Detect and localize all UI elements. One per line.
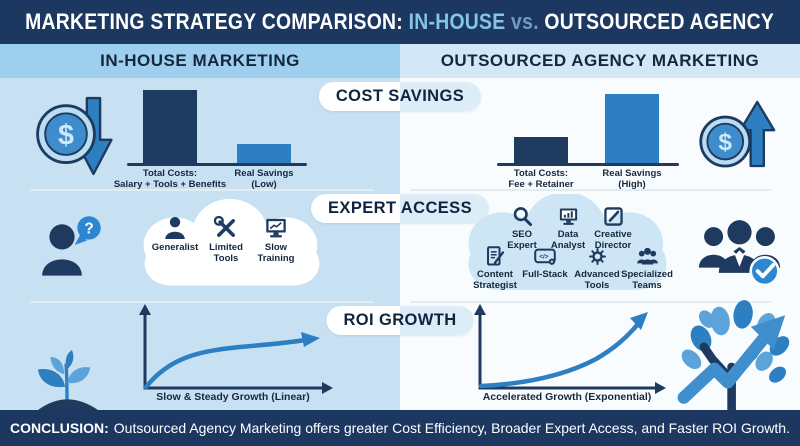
cloud-item-label: Generalist	[151, 242, 199, 253]
cloud-item-label: Full-Stack	[522, 269, 568, 280]
conclusion-text: Outsourced Agency Marketing offers great…	[113, 420, 790, 436]
cloud-item-label: SEO Expert	[507, 229, 537, 251]
cloud-shape	[468, 194, 667, 290]
cloud-item-label: Data Analyst	[550, 229, 586, 251]
team-checkmark-icon	[698, 220, 781, 287]
section-pill-roi-growth: ROI GROWTH	[326, 306, 474, 335]
bar-real-savings-agency	[605, 94, 659, 163]
cloud-item-slow-training: Slow Training	[246, 215, 306, 264]
magnifier-icon	[511, 204, 534, 228]
bar-label: Total Costs: Fee + Retainer	[508, 168, 574, 191]
roi-caption-agency: Accelerated Growth (Exponential)	[482, 391, 652, 403]
roi-caption-inhouse: Slow & Steady Growth (Linear)	[156, 391, 310, 403]
column-header-outsourced: OUTSOURCED AGENCY MARKETING	[400, 44, 800, 78]
plant-sprout-icon	[37, 349, 98, 410]
inhouse-header-label: IN-HOUSE MARKETING	[100, 51, 300, 70]
document-pencil-icon	[484, 244, 507, 268]
title-highlight: IN-HOUSE	[409, 9, 506, 34]
people-icon	[635, 244, 660, 268]
bar-label: Real Savings (Low)	[234, 168, 294, 191]
cloud-item-label: Slow Training	[257, 242, 295, 264]
person-question-icon: ?	[42, 216, 101, 276]
divider	[30, 301, 374, 303]
cloud-item-seo-expert: SEO Expert	[494, 204, 550, 251]
cloud-item-content-strategist: Content Strategist	[467, 244, 523, 291]
bar-total-costs-agency	[514, 137, 568, 163]
section-pill-cost-savings: COST SAVINGS	[318, 82, 482, 111]
question-glyph: ?	[84, 220, 93, 237]
cloud-item-advanced-tools: Advanced Tools	[569, 244, 625, 291]
divider	[410, 189, 772, 191]
cloud-item-limited-tools: Limited Tools	[196, 215, 256, 264]
title-bar: MARKETING STRATEGY COMPARISON: IN-HOUSE …	[0, 0, 800, 44]
cloud-item-label: Specialized Teams	[621, 269, 673, 291]
title-vs: vs.	[505, 9, 545, 34]
dollar-glyph: $	[58, 120, 74, 152]
monitor-bars-icon	[557, 204, 580, 228]
exponential-growth-chart	[474, 304, 666, 394]
bar-label: Real Savings (High)	[602, 168, 662, 191]
code-icon: </>	[533, 244, 557, 268]
dollar-glyph: $	[718, 129, 732, 156]
person-icon	[162, 215, 188, 241]
cloud-item-full-stack: </> Full-Stack	[517, 244, 573, 281]
cloud-item-creative-director: Creative Director	[585, 204, 641, 251]
column-header-inhouse: IN-HOUSE MARKETING	[0, 44, 400, 78]
divider	[30, 189, 374, 191]
roi-growth-label: ROI GROWTH	[343, 311, 457, 329]
title-suffix: OUTSOURCED AGENCY	[544, 9, 775, 34]
cloud-item-data-analyst: Data Analyst	[540, 204, 596, 251]
chart-baseline	[127, 163, 307, 166]
gear-wrench-icon	[586, 244, 609, 268]
tools-icon	[213, 215, 239, 241]
conclusion-bar: CONCLUSION: Outsourced Agency Marketing …	[0, 410, 800, 446]
inhouse-skills-cloud: Generalist Limited Tools	[128, 199, 336, 291]
expert-access-label: EXPERT ACCESS	[328, 199, 472, 217]
dollar-coin-down-arrow-icon: $	[36, 96, 113, 176]
linear-growth-chart	[139, 304, 333, 394]
cloud-item-label: Content Strategist	[473, 269, 517, 291]
title-prefix: MARKETING STRATEGY COMPARISON:	[25, 9, 410, 34]
bar-total-costs-inhouse	[143, 90, 197, 163]
agency-experts-cloud: SEO Expert Data Analyst	[455, 194, 680, 296]
cloud-item-specialized-teams: Specialized Teams	[619, 244, 675, 291]
cloud-item-label: Advanced Tools	[574, 269, 620, 291]
outsourced-header-label: OUTSOURCED AGENCY MARKETING	[440, 51, 760, 70]
dollar-coin-up-arrow-icon: $	[699, 100, 776, 168]
chart-baseline	[497, 163, 679, 166]
cloud-item-generalist: Generalist	[145, 215, 205, 254]
section-pill-expert-access: EXPERT ACCESS	[311, 194, 489, 223]
tree-growth-arrow-icon	[677, 300, 790, 410]
cost-savings-label: COST SAVINGS	[335, 87, 465, 105]
monitor-chart-icon	[263, 215, 289, 241]
divider	[410, 301, 772, 303]
bar-real-savings-inhouse	[237, 144, 291, 163]
code-glyph: </>	[539, 254, 548, 261]
page-title: MARKETING STRATEGY COMPARISON: IN-HOUSE …	[26, 9, 775, 35]
cloud-item-label: Creative Director	[594, 229, 632, 251]
cloud-item-label: Limited Tools	[209, 242, 243, 264]
conclusion-label: CONCLUSION:	[10, 420, 109, 436]
pencil-square-icon	[602, 204, 625, 228]
bar-label: Total Costs: Salary + Tools + Benefits	[113, 168, 227, 191]
